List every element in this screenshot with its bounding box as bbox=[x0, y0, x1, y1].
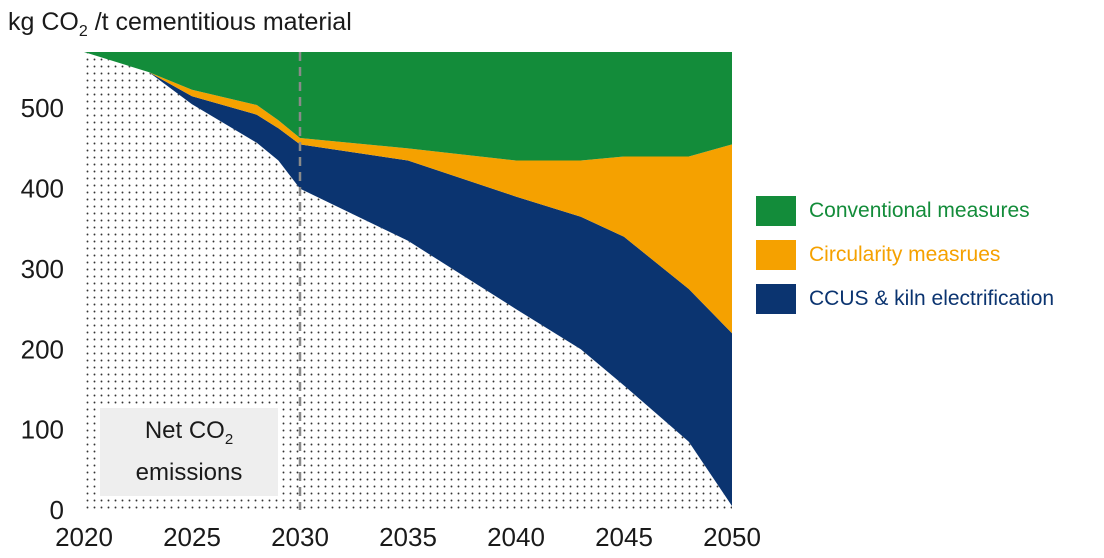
y-tick-label: 100 bbox=[21, 415, 64, 445]
x-tick-label: 2025 bbox=[163, 522, 221, 552]
legend: Conventional measures Circularity measru… bbox=[756, 189, 1054, 321]
legend-item-ccus: CCUS & kiln electrification bbox=[756, 277, 1054, 321]
legend-label-conventional: Conventional measures bbox=[809, 199, 1030, 222]
area-ccus-kiln-electrification bbox=[84, 52, 732, 506]
legend-label-circularity: Circularity measrues bbox=[809, 243, 1001, 266]
legend-item-circularity: Circularity measrues bbox=[756, 233, 1054, 277]
y-tick-label: 500 bbox=[21, 93, 64, 123]
legend-label-ccus: CCUS & kiln electrification bbox=[809, 287, 1055, 310]
x-tick-label: 2035 bbox=[379, 522, 437, 552]
y-tick-label: 400 bbox=[21, 174, 64, 204]
legend-swatch-conventional bbox=[756, 196, 796, 226]
y-axis-unit-label: kg CO2 /t cementitious material bbox=[8, 8, 352, 40]
x-tick-label: 2040 bbox=[487, 522, 545, 552]
net-emissions-label: Net CO2 emissions bbox=[100, 408, 278, 496]
y-tick-label: 200 bbox=[21, 334, 64, 364]
area-net-co2-emissions bbox=[84, 52, 732, 510]
x-tick-label: 2020 bbox=[55, 522, 113, 552]
x-tick-label: 2030 bbox=[271, 522, 329, 552]
area-circularity-measrues bbox=[84, 52, 732, 334]
x-tick-label: 2050 bbox=[703, 522, 761, 552]
x-tick-label: 2045 bbox=[595, 522, 653, 552]
legend-swatch-circularity bbox=[756, 240, 796, 270]
area-conventional-measures bbox=[84, 52, 732, 161]
legend-swatch-ccus bbox=[756, 284, 796, 314]
legend-item-conventional: Conventional measures bbox=[756, 189, 1054, 233]
y-tick-label: 0 bbox=[50, 495, 64, 525]
y-tick-label: 300 bbox=[21, 254, 64, 284]
